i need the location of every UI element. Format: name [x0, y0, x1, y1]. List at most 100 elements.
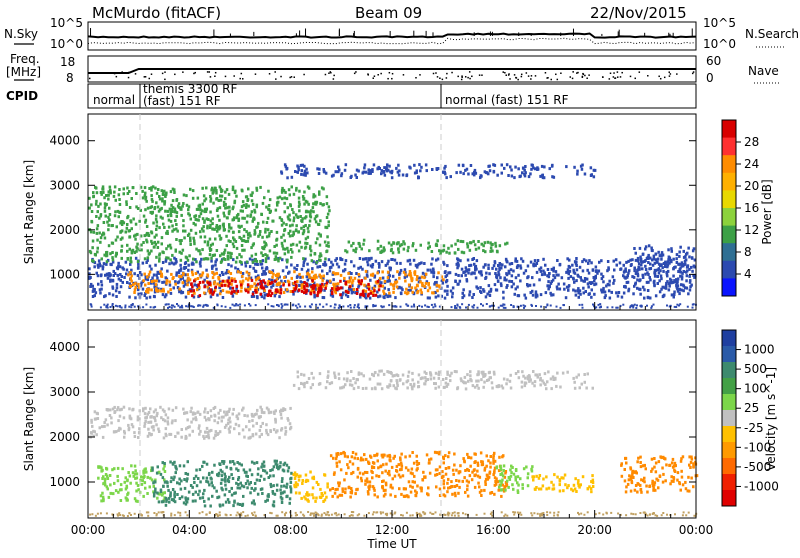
power-cell	[199, 281, 202, 284]
velocity-cell	[684, 481, 687, 484]
power-cell	[151, 231, 154, 234]
power-cell	[308, 276, 311, 279]
velocity-cell	[90, 431, 93, 434]
power-cell	[296, 165, 299, 168]
power-cell	[100, 236, 103, 239]
power-cell	[580, 165, 583, 168]
power-cell	[508, 270, 511, 273]
power-cell	[192, 237, 195, 240]
power-cell	[577, 287, 580, 290]
power-cell	[215, 268, 218, 271]
power-cell	[627, 260, 630, 263]
power-cell	[151, 205, 154, 208]
power-cell	[446, 279, 449, 282]
power-cell	[395, 167, 398, 170]
power-cell	[156, 225, 159, 228]
velocity-cell	[314, 500, 317, 503]
power-cell	[378, 266, 381, 269]
power-cell	[582, 269, 585, 272]
velocity-cell	[389, 459, 392, 462]
power-cell	[92, 195, 95, 198]
power-fringe-cell	[482, 305, 484, 307]
velocity-cell	[542, 478, 545, 481]
power-cell	[274, 294, 277, 297]
velocity-cell	[653, 466, 656, 469]
velocity-cell	[90, 421, 93, 424]
power-cell	[561, 276, 564, 279]
velocity-cell	[677, 471, 680, 474]
power-cell	[686, 252, 689, 255]
power-cell	[400, 243, 403, 246]
velocity-cell	[169, 461, 172, 464]
power-cell	[289, 235, 292, 238]
power-cell	[307, 269, 310, 272]
power-cell	[151, 212, 154, 215]
power-cell	[228, 211, 231, 214]
velocity-cell	[146, 492, 149, 495]
velocity-cell	[624, 457, 627, 460]
power-cell	[155, 201, 158, 204]
power-cell	[247, 283, 250, 286]
power-cell	[226, 244, 229, 247]
power-cell	[377, 240, 380, 243]
power-cell	[136, 233, 139, 236]
velocity-cell	[165, 498, 168, 501]
velocity-cell	[409, 455, 412, 458]
velocity-cell	[634, 489, 637, 492]
power-fringe-cell	[692, 307, 694, 309]
velocity-cell	[126, 493, 129, 496]
nave-dot	[528, 75, 530, 77]
nave-dot	[446, 77, 448, 79]
power-cell	[290, 256, 293, 259]
power-cell	[187, 291, 190, 294]
velocity-cell	[128, 427, 131, 430]
velocity-cell	[527, 484, 530, 487]
power-cell	[417, 175, 420, 178]
velocity-cell	[117, 419, 120, 422]
velocity-cell	[413, 462, 416, 465]
power-cell	[171, 254, 174, 257]
power-cell	[195, 272, 198, 275]
velocity-cell	[251, 415, 254, 418]
velocity-cell	[192, 493, 195, 496]
nave-dot	[669, 75, 671, 77]
power-cell	[228, 223, 231, 226]
power-cell	[287, 272, 290, 275]
power-cell	[608, 283, 611, 286]
velocity-cell	[218, 462, 221, 465]
power-cell	[669, 278, 672, 281]
power-cell	[313, 294, 316, 297]
power-cell	[289, 203, 292, 206]
velocity-cell	[287, 470, 290, 473]
power-cell	[409, 270, 412, 273]
nave-dot	[195, 72, 197, 74]
power-cell	[674, 281, 677, 284]
velocity-cell	[451, 493, 454, 496]
power-cell	[218, 219, 221, 222]
power-cell	[602, 287, 605, 290]
power-cell	[586, 269, 589, 272]
power-cell	[297, 171, 300, 174]
velocity-cell	[477, 387, 480, 390]
velocity-cell	[188, 491, 191, 494]
power-cell	[643, 288, 646, 291]
power-fringe-cell	[454, 305, 456, 307]
power-colorbar-swatch	[722, 226, 736, 244]
power-cell	[676, 253, 679, 256]
velocity-cell	[357, 476, 360, 479]
velocity-cell	[466, 484, 469, 487]
power-colorbar-tick-label: 12	[744, 223, 759, 237]
power-cell	[246, 195, 249, 198]
power-cell	[164, 195, 167, 198]
power-fringe-cell	[650, 307, 652, 309]
velocity-cell	[664, 479, 667, 482]
velocity-cell	[301, 482, 304, 485]
power-cell	[255, 253, 258, 256]
velocity-cell	[347, 466, 350, 469]
power-cell	[219, 292, 222, 295]
power-cell	[273, 252, 276, 255]
power-cell	[215, 286, 218, 289]
velocity-cell	[289, 477, 292, 480]
velocity-cell	[483, 489, 486, 492]
power-cell	[590, 282, 593, 285]
